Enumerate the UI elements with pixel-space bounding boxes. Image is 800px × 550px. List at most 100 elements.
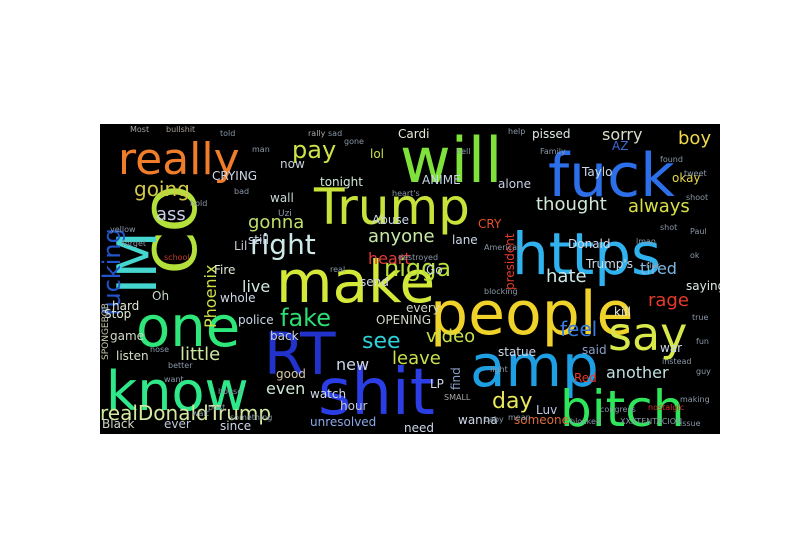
word-hate: hate — [546, 266, 587, 287]
word-leave: leave — [392, 348, 441, 369]
word-video: video — [426, 326, 475, 347]
word-instead: instead — [662, 357, 692, 366]
word-taylo: Taylo — [581, 165, 612, 179]
word-make: make — [276, 248, 435, 316]
word-go: Go — [426, 263, 443, 277]
word-live: live — [242, 277, 270, 296]
word-wall: wall — [270, 191, 294, 205]
word-hard: hard — [112, 299, 139, 313]
word-rage: rage — [648, 290, 689, 311]
word-az: AZ — [612, 139, 628, 153]
word-fire: Fire — [214, 263, 235, 277]
word-yellow: yellow — [110, 225, 136, 234]
word-right: right — [250, 228, 316, 261]
word-another: another — [606, 363, 669, 382]
word-issue: issue — [680, 419, 701, 428]
word-cardi: Cardi — [398, 127, 429, 141]
word-real: real — [330, 265, 345, 274]
word-new: new — [336, 355, 369, 374]
word-https: https — [512, 220, 661, 288]
word-mean: mean — [508, 413, 531, 422]
word-okay: okay — [672, 171, 701, 185]
word-risk: risk — [646, 261, 661, 270]
word-still: still — [248, 233, 269, 247]
word-someone: someone — [514, 413, 569, 427]
word-know: know — [106, 360, 249, 423]
word-even: even — [266, 379, 305, 398]
word-something: something — [230, 413, 272, 422]
word-shit: shit — [318, 356, 435, 430]
word-gone: gone — [344, 137, 364, 146]
word-ever: ever — [164, 417, 191, 431]
word-true: true — [692, 313, 708, 322]
word-shoot: shoot — [686, 193, 708, 202]
word-lmao: lmao — [636, 237, 656, 246]
word-one: one — [136, 295, 240, 360]
word-ok: ok — [690, 251, 700, 260]
word-rally: rally — [308, 129, 326, 138]
word-game: game — [110, 329, 144, 343]
word-fuck: fuck — [548, 141, 675, 211]
word-anyone: anyone — [368, 226, 435, 247]
word-black: Black — [102, 417, 135, 431]
word-guy: guy — [696, 367, 711, 376]
word-uzi: Uzi — [278, 209, 292, 219]
word-bad: bad — [234, 187, 249, 196]
word-hour: hour — [340, 399, 368, 413]
word-amp: amp — [470, 332, 599, 400]
word-said: said — [582, 343, 607, 357]
word-fun: fun — [696, 337, 709, 346]
word-statue: statue — [498, 345, 536, 359]
word-forget: forget — [122, 239, 146, 248]
word-phoenix: Phoenix — [201, 265, 220, 328]
word-really: really — [118, 134, 240, 185]
word-family: Family — [540, 147, 566, 156]
word-fake: fake — [280, 304, 331, 332]
word-oh: Oh — [152, 289, 169, 303]
word-wanna: wanna — [458, 413, 498, 427]
word-lil: Lil — [234, 239, 247, 253]
word-unresolved: unresolved — [310, 415, 376, 429]
word-congress: congress — [600, 405, 636, 414]
word-send: send — [360, 275, 389, 289]
word-trump-s: Trump's — [585, 257, 633, 271]
word-fucking: fucking — [100, 228, 126, 316]
word-going: going — [134, 177, 190, 201]
word-hold: hold — [190, 199, 207, 208]
word-shot: shot — [660, 223, 677, 232]
word-alone: alone — [498, 177, 531, 191]
word-man: man — [252, 145, 270, 154]
word-want: want — [164, 375, 184, 384]
word-xxxtentacion: XXXTENTACION — [620, 417, 682, 426]
word-small: SMALL — [444, 393, 471, 402]
word-saying: saying — [686, 279, 720, 293]
word-since: since — [220, 419, 251, 433]
word-gonna: gonna — [248, 212, 304, 233]
word-light: light — [490, 365, 508, 374]
word-lane: lane — [452, 233, 478, 247]
word-tweet: tweet — [684, 169, 707, 178]
word-hose: hose — [150, 345, 169, 354]
word-police: police — [238, 313, 274, 327]
word-destroyed: destroyed — [398, 253, 438, 262]
word-school: school — [164, 253, 190, 262]
word-nostalgic: nostalgic — [648, 403, 684, 412]
word-help: help — [508, 127, 525, 136]
word-sorry: sorry — [602, 125, 642, 144]
word-house: house — [218, 387, 242, 396]
word-nigga: nigga — [384, 254, 451, 282]
word-find: find — [449, 367, 463, 390]
word-told: told — [220, 129, 235, 138]
word-im: IM — [106, 231, 169, 294]
word-paul: Paul — [690, 227, 707, 236]
word-stop: Stop — [104, 307, 131, 321]
word-cloud: will fuck really Trump CO IM https make people on… — [100, 124, 720, 434]
word-pissed: pissed — [532, 127, 570, 141]
word-donald: Donald — [568, 237, 611, 251]
word-people: people — [430, 279, 633, 349]
word-every: every — [406, 301, 440, 315]
word-post: post — [208, 403, 225, 412]
word-say: say — [608, 307, 687, 361]
word-blocking: blocking — [484, 287, 518, 296]
